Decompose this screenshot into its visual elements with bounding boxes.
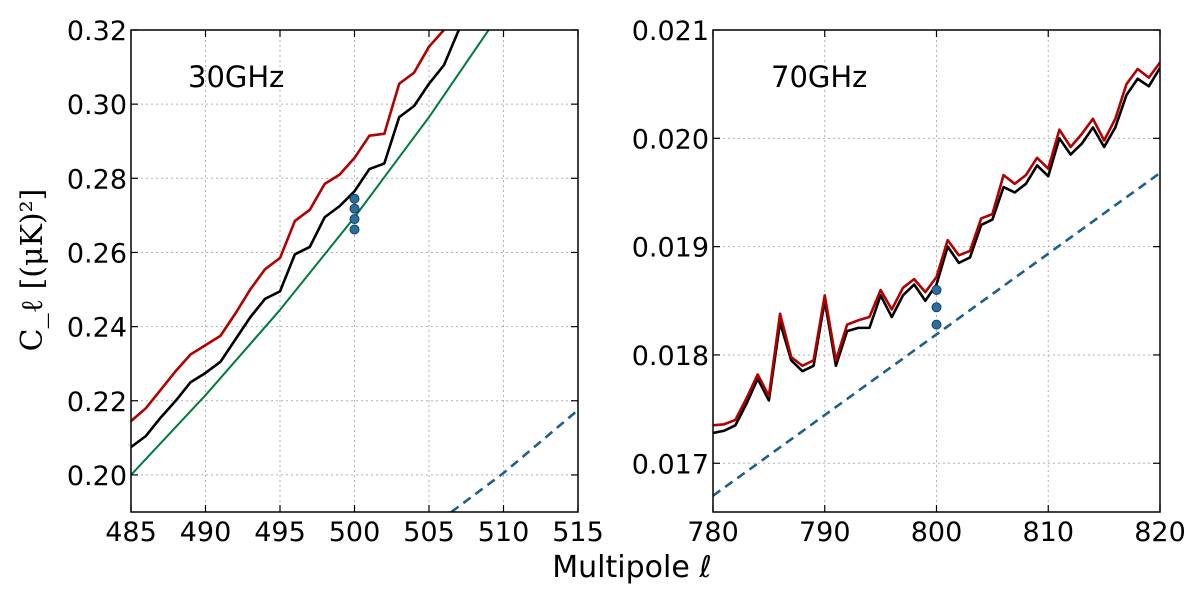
panel-70ghz: 780 790 800 810 820 0.017 0.018 0.019 0.020 0.021… — [632, 16, 1186, 548]
y-tick-label: 0.021 — [632, 16, 709, 47]
data-point — [931, 302, 942, 313]
y-tick-label: 0.018 — [632, 341, 709, 372]
y-tick-label: 0.24 — [67, 313, 127, 344]
y-tick-label: 0.017 — [632, 449, 709, 480]
series-line-red — [131, 30, 445, 423]
x-tick-label: 800 — [911, 517, 963, 548]
x-tick-label: 505 — [403, 517, 455, 548]
panel-30ghz: 485 490 495 500 505 510 515 0.20 0.22 0.24 0.26 0.2… — [67, 16, 604, 548]
series-line-green — [131, 30, 490, 476]
y-tick-label: 0.26 — [67, 238, 127, 269]
panel-label: 70GHz — [771, 60, 867, 94]
y-tick-label: 0.020 — [632, 124, 709, 155]
y-tick-label: 0.20 — [67, 461, 127, 492]
data-point — [931, 284, 942, 295]
y-axis-label: C_ℓ [(μK)²] — [15, 189, 50, 352]
y-tick-label: 0.28 — [67, 164, 127, 195]
x-tick-label: 790 — [799, 517, 851, 548]
x-axis-label: Multipole ℓ — [552, 550, 711, 585]
x-tick-label: 780 — [687, 517, 739, 548]
data-point — [349, 214, 360, 225]
x-tick-label: 500 — [329, 517, 381, 548]
series-line-black — [131, 30, 460, 449]
y-tick-label: 0.22 — [67, 387, 127, 418]
data-point — [931, 319, 942, 330]
x-tick-label: 490 — [180, 517, 232, 548]
x-tick-label: 510 — [478, 517, 530, 548]
x-tick-label: 495 — [254, 517, 306, 548]
y-tick-label: 0.30 — [67, 90, 127, 121]
x-tick-label: 515 — [552, 517, 604, 548]
data-point — [349, 224, 360, 235]
x-tick-label: 820 — [1134, 517, 1186, 548]
series-line-blue — [713, 171, 1160, 497]
series-line-blue — [450, 409, 578, 512]
series-line-red — [713, 61, 1160, 427]
x-tick-label: 485 — [105, 517, 157, 548]
x-tick-label: 810 — [1022, 517, 1074, 548]
data-point — [349, 203, 360, 214]
panel-label: 30GHz — [188, 60, 284, 94]
y-tick-label: 0.32 — [67, 16, 127, 47]
y-tick-label: 0.019 — [632, 233, 709, 264]
data-point — [349, 193, 360, 204]
